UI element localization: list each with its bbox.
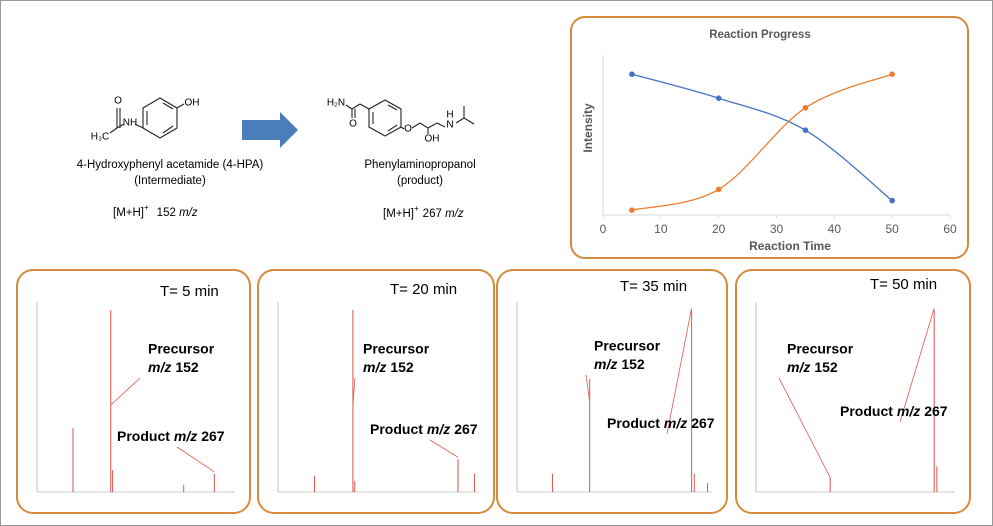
- atom-label: O: [404, 124, 412, 135]
- callout-line: [110, 377, 141, 406]
- plot: 0 10 20 30 40 50 60: [600, 55, 957, 236]
- spectrum-box: [16, 269, 251, 514]
- precursor-label: Precursor: [594, 338, 661, 354]
- unit: m/z: [445, 208, 464, 220]
- callout-line: [352, 377, 356, 406]
- product-label: Product m/z 267: [117, 428, 225, 444]
- unit: m/z: [897, 403, 920, 419]
- ion: [M+H]: [113, 207, 144, 219]
- mz: 152: [814, 359, 838, 375]
- unit: m/z: [148, 359, 171, 375]
- x-tick-label: 10: [654, 222, 668, 236]
- ion: [M+H]: [383, 208, 414, 220]
- mz: 267: [454, 421, 478, 437]
- reactant-name: 4-Hydroxyphenyl acetamide (4-HPA): [77, 159, 264, 171]
- product-structure: H₂N O O OH N H: [327, 98, 475, 145]
- mz: 267: [201, 428, 225, 444]
- atom-label: NH: [123, 118, 137, 129]
- y-axis-label: Intensity: [581, 103, 595, 153]
- label: Product: [840, 403, 893, 419]
- atom-label: OH: [425, 134, 440, 145]
- mz: 267: [691, 415, 715, 431]
- product-role: (product): [397, 175, 443, 187]
- data-point: [715, 95, 722, 101]
- label: Product: [117, 428, 170, 444]
- x-tick-label: 50: [885, 222, 899, 236]
- atom-label: OH: [185, 98, 200, 109]
- data-point: [889, 197, 895, 204]
- precursor-label: Precursor: [148, 341, 215, 357]
- unit: m/z: [363, 359, 386, 375]
- x-axis-label: Reaction Time: [749, 239, 831, 253]
- charge: +: [414, 204, 419, 213]
- callout-line: [176, 446, 215, 473]
- mz: 152: [621, 356, 645, 372]
- data-point: [889, 71, 895, 77]
- unit: m/z: [664, 415, 687, 431]
- spectrum-box: [735, 269, 971, 514]
- x-tick-label: 20: [712, 222, 726, 236]
- callout-line: [899, 307, 935, 423]
- mz: 152: [175, 359, 199, 375]
- chart-box: [570, 16, 969, 259]
- atom-label: H₃C: [91, 132, 110, 143]
- mz: 267: [924, 403, 948, 419]
- x-tick-label: 0: [600, 222, 607, 236]
- product-label: Product m/z 267: [370, 421, 478, 437]
- data-point: [802, 127, 809, 133]
- precursor-mz: m/z 152: [363, 359, 414, 375]
- time-label: T= 50 min: [870, 276, 937, 293]
- precursor-mz: m/z 152: [594, 356, 645, 372]
- series-line: [631, 73, 893, 202]
- mz: 152: [157, 207, 176, 219]
- product-label: Product m/z 267: [840, 403, 948, 419]
- chart-title: Reaction Progress: [709, 29, 811, 41]
- atom-label: H₂N: [327, 98, 345, 109]
- label: Product: [607, 415, 660, 431]
- spectrum-box: [257, 269, 495, 514]
- series-line: [631, 73, 893, 211]
- mz: 152: [390, 359, 414, 375]
- mz: 267: [423, 208, 442, 220]
- reactant-role: (Intermediate): [134, 175, 206, 187]
- product-label: Product m/z 267: [607, 415, 715, 431]
- x-tick-label: 30: [770, 222, 784, 236]
- x-tick-label: 40: [828, 222, 842, 236]
- unit: m/z: [427, 421, 450, 437]
- precursor-mz: m/z 152: [148, 359, 199, 375]
- callout-line: [666, 307, 693, 435]
- unit: m/z: [787, 359, 810, 375]
- time-label: T= 20 min: [390, 281, 457, 298]
- data-point: [802, 105, 809, 111]
- data-point: [715, 186, 722, 193]
- label: Product: [370, 421, 423, 437]
- callout-line: [778, 377, 831, 478]
- product-mass: [M+H]+ 267 m/z: [383, 204, 464, 220]
- reactant-structure: OH NH O H₃C: [91, 96, 200, 143]
- time-label: T= 5 min: [160, 283, 219, 300]
- callout-line: [585, 374, 591, 403]
- atom-label: N: [446, 120, 453, 131]
- precursor-label: Precursor: [787, 341, 854, 357]
- charge: +: [144, 203, 149, 212]
- atom-label: O: [114, 96, 122, 107]
- x-tick-label: 60: [943, 222, 957, 236]
- atom-label: H: [446, 110, 453, 121]
- precursor-label: Precursor: [363, 341, 430, 357]
- unit: m/z: [174, 428, 197, 444]
- reactant-mass: [M+H]+ 152 m/z: [113, 203, 198, 219]
- callout-line: [429, 439, 459, 458]
- spectrum-box: [496, 269, 728, 514]
- data-point: [629, 207, 635, 213]
- atom-label: O: [349, 119, 357, 130]
- reaction-arrow: [242, 112, 298, 148]
- precursor-mz: m/z 152: [787, 359, 838, 375]
- unit: m/z: [594, 356, 617, 372]
- product-name: Phenylaminopropanol: [364, 159, 475, 171]
- data-point: [629, 71, 635, 77]
- time-label: T= 35 min: [620, 278, 687, 295]
- unit: m/z: [179, 207, 198, 219]
